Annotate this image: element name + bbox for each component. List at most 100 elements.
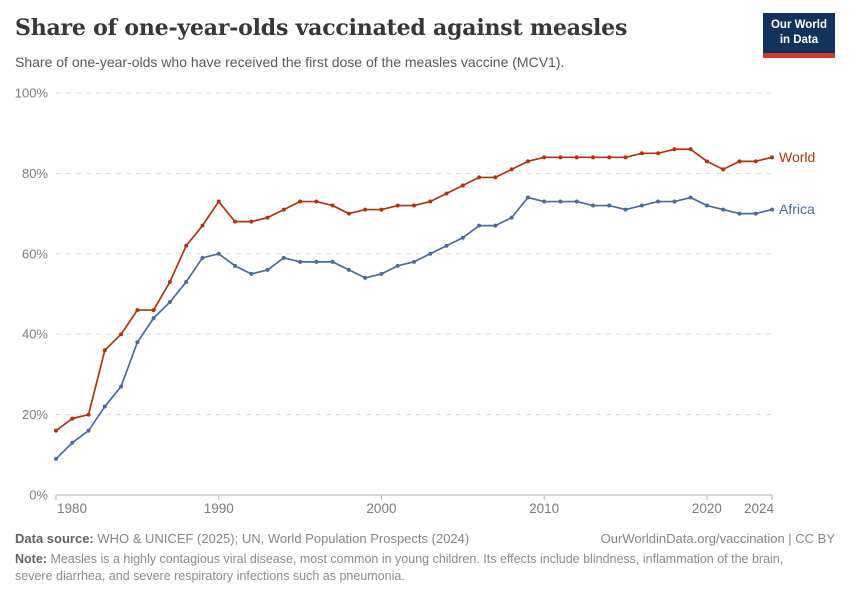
data-point-africa bbox=[460, 235, 465, 240]
data-point-world bbox=[639, 151, 644, 156]
data-point-world bbox=[233, 219, 237, 224]
data-point-africa bbox=[542, 199, 547, 204]
data-point-world bbox=[265, 215, 270, 220]
series-line-world[interactable] bbox=[55, 148, 773, 432]
data-point-africa bbox=[428, 251, 433, 256]
data-point-africa bbox=[477, 223, 482, 228]
data-point-africa bbox=[330, 259, 335, 264]
data-point-africa bbox=[704, 203, 709, 208]
data-point-world bbox=[607, 155, 612, 160]
owid-logo-line2: in Data bbox=[779, 33, 819, 46]
y-tick-label: 60% bbox=[22, 246, 48, 261]
data-point-world bbox=[298, 199, 303, 204]
data-point-world bbox=[249, 219, 254, 224]
data-point-world bbox=[379, 207, 384, 212]
data-point-africa bbox=[86, 428, 91, 433]
data-point-africa bbox=[574, 199, 579, 204]
data-point-world bbox=[428, 199, 433, 204]
data-point-africa bbox=[770, 207, 774, 212]
data-point-africa bbox=[672, 199, 677, 204]
y-tick-label: 0% bbox=[29, 488, 48, 503]
owid-logo[interactable]: Our World in Data bbox=[762, 13, 835, 58]
data-point-africa bbox=[200, 255, 205, 260]
data-point-world bbox=[70, 416, 75, 421]
data-point-world bbox=[525, 159, 530, 164]
data-point-world bbox=[477, 175, 482, 180]
data-source: Data source: WHO & UNICEF (2025); UN, Wo… bbox=[15, 531, 469, 546]
data-point-world bbox=[656, 151, 661, 156]
data-point-africa bbox=[363, 275, 368, 280]
data-point-world bbox=[363, 207, 368, 212]
license-link[interactable]: OurWorldinData.org/vaccination | CC BY bbox=[600, 531, 835, 546]
data-point-africa bbox=[591, 203, 595, 208]
data-point-africa bbox=[558, 199, 563, 204]
y-tick-label: 20% bbox=[22, 407, 48, 422]
data-point-world bbox=[216, 199, 221, 204]
data-point-world bbox=[591, 155, 595, 160]
data-point-africa bbox=[167, 300, 172, 305]
y-tick-label: 100% bbox=[15, 86, 49, 101]
x-axis: 1980 1990 2000 2010 2020 2024 bbox=[55, 495, 774, 516]
data-point-africa bbox=[70, 440, 75, 445]
data-point-world bbox=[753, 159, 758, 164]
x-tick-label: 1980 bbox=[57, 501, 87, 516]
data-point-world bbox=[737, 159, 742, 164]
data-point-africa bbox=[753, 211, 758, 216]
data-point-world bbox=[200, 223, 205, 228]
legend-label-world[interactable]: World bbox=[779, 149, 815, 165]
data-point-africa bbox=[281, 255, 286, 260]
data-point-world bbox=[54, 428, 58, 433]
x-tick-label: 2020 bbox=[692, 501, 722, 516]
data-point-africa bbox=[135, 340, 140, 345]
data-point-world bbox=[558, 155, 563, 160]
y-tick-label: 40% bbox=[22, 327, 48, 342]
data-point-africa bbox=[233, 263, 237, 268]
data-point-world bbox=[704, 159, 709, 164]
data-point-africa bbox=[607, 203, 612, 208]
data-point-africa bbox=[395, 263, 400, 268]
note-label: Note: bbox=[15, 552, 47, 566]
data-point-world bbox=[770, 155, 774, 160]
data-point-africa bbox=[493, 223, 498, 228]
data-point-world bbox=[444, 191, 449, 196]
data-point-africa bbox=[249, 271, 254, 276]
data-point-africa bbox=[54, 456, 58, 461]
series-africa: Africa bbox=[54, 195, 815, 461]
chart-note: Note: Measles is a highly contagious vir… bbox=[15, 551, 823, 586]
data-point-africa bbox=[721, 207, 726, 212]
data-point-world bbox=[314, 199, 319, 204]
data-point-world bbox=[460, 183, 465, 188]
data-point-africa bbox=[151, 316, 156, 321]
data-point-africa bbox=[623, 207, 628, 212]
y-tick-label: 80% bbox=[22, 166, 48, 181]
data-point-africa bbox=[509, 215, 514, 220]
data-point-world bbox=[542, 155, 547, 160]
data-point-africa bbox=[119, 384, 124, 389]
data-point-africa bbox=[216, 251, 221, 256]
footer: Data source: WHO & UNICEF (2025); UN, Wo… bbox=[15, 531, 835, 586]
data-point-africa bbox=[737, 211, 742, 216]
data-point-world bbox=[623, 155, 628, 160]
data-point-africa bbox=[298, 259, 303, 264]
note-text: Measles is a highly contagious viral dis… bbox=[15, 552, 784, 584]
data-point-africa bbox=[656, 199, 661, 204]
data-point-world bbox=[86, 412, 91, 417]
data-point-africa bbox=[265, 267, 270, 272]
data-point-world bbox=[721, 167, 726, 172]
data-point-world bbox=[346, 211, 351, 216]
series-line-africa[interactable] bbox=[55, 196, 773, 460]
data-point-world bbox=[493, 175, 498, 180]
data-point-africa bbox=[639, 203, 644, 208]
data-point-africa bbox=[379, 271, 384, 276]
legend-label-africa[interactable]: Africa bbox=[779, 201, 815, 217]
data-point-world bbox=[574, 155, 579, 160]
data-point-world bbox=[509, 167, 514, 172]
chart-subtitle: Share of one-year-olds who have received… bbox=[15, 54, 565, 70]
x-tick-label: 2000 bbox=[366, 501, 396, 516]
data-point-world bbox=[184, 243, 189, 248]
data-source-label: Data source: bbox=[15, 531, 94, 546]
data-point-world bbox=[151, 308, 156, 313]
page-title: Share of one-year-olds vaccinated agains… bbox=[15, 15, 628, 41]
data-point-africa bbox=[444, 243, 449, 248]
